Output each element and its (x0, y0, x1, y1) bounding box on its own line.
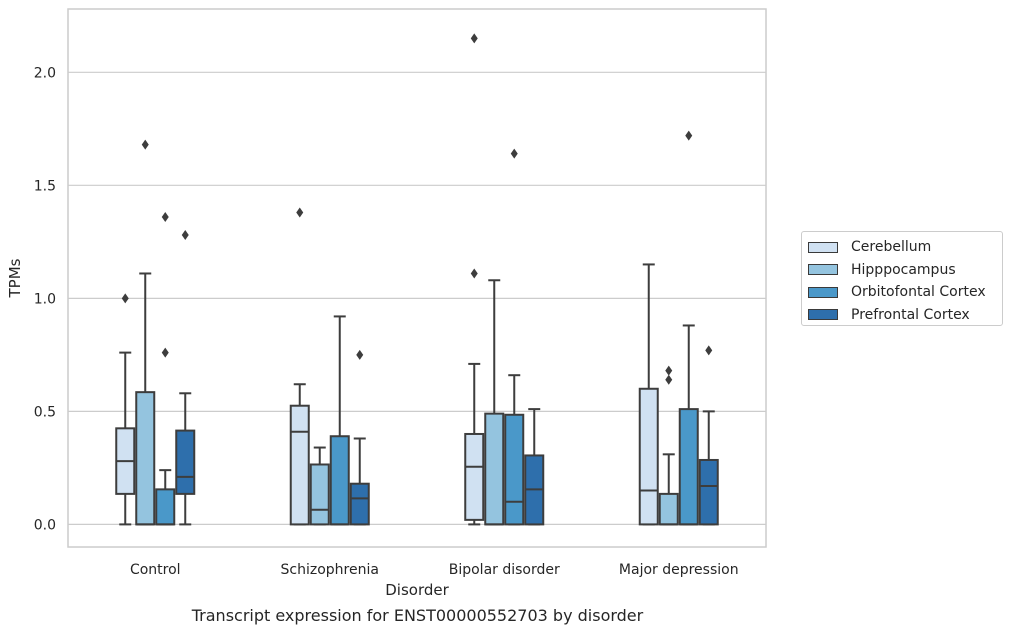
box-body (464, 432, 485, 521)
box-cerebellum (289, 207, 310, 526)
box-body (309, 463, 330, 526)
box-body (135, 391, 156, 526)
legend: Cerebellum Hipppocampus Orbitofontal Corte… (801, 231, 1003, 326)
grid-lines (68, 71, 766, 525)
legend-item: Cerebellum (808, 236, 1002, 259)
boxes (115, 33, 719, 526)
legend-swatch (808, 286, 838, 298)
box-prefrontal-cortex (175, 230, 196, 526)
legend-label: Prefrontal Cortex (851, 306, 970, 323)
plot-frame (67, 8, 767, 548)
y-tick-label: 1.0 (34, 291, 56, 307)
legend-swatch (808, 309, 838, 321)
box-orbitofontal-cortex (329, 315, 350, 526)
box-cerebellum (638, 263, 659, 526)
x-tick-label: Schizophrenia (281, 562, 379, 578)
x-axis-label: Disorder (385, 581, 449, 599)
outlier-point (296, 207, 304, 218)
y-axis-label: TPMs (6, 258, 24, 298)
x-tick-label: Bipolar disorder (449, 562, 560, 578)
legend-swatch (808, 241, 838, 253)
outlier-point (510, 148, 518, 159)
outlier-point (665, 374, 673, 385)
outlier-point (121, 293, 129, 304)
legend-label: Hipppocampus (851, 261, 956, 278)
box-prefrontal-cortex (349, 349, 370, 526)
box-body (504, 413, 525, 526)
box-body (175, 429, 196, 495)
x-tick-labels: Control Schizophrenia Bipolar disorder Majo… (130, 562, 739, 578)
box-body (329, 435, 350, 526)
box-body (484, 412, 505, 526)
box-prefrontal-cortex (698, 345, 719, 526)
box-hipppocampus (658, 365, 679, 526)
outlier-point (181, 230, 189, 241)
box-body (155, 488, 176, 526)
y-tick-label: 2.0 (34, 65, 56, 81)
outlier-point (161, 347, 169, 358)
box-body (638, 387, 659, 526)
box-orbitofontal-cortex (504, 148, 525, 526)
outlier-point (705, 345, 713, 356)
outlier-point (141, 139, 149, 150)
box-cerebellum (115, 293, 136, 526)
box-body (658, 492, 679, 526)
box-body (698, 458, 719, 526)
legend-item: Prefrontal Cortex (808, 304, 1002, 327)
box-orbitofontal-cortex (678, 130, 699, 526)
outlier-point (356, 349, 364, 360)
outlier-point (685, 130, 693, 141)
outlier-point (470, 33, 478, 44)
box-prefrontal-cortex (524, 408, 545, 526)
legend-swatch (808, 264, 838, 276)
box-orbitofontal-cortex (155, 211, 176, 526)
outlier-point (161, 211, 169, 222)
y-tick-label: 0.0 (34, 517, 56, 533)
box-hipppocampus (135, 139, 156, 526)
x-tick-label: Major depression (619, 562, 739, 578)
box-body (678, 408, 699, 526)
y-tick-label: 1.5 (34, 178, 56, 194)
legend-label: Orbitofontal Cortex (851, 284, 986, 301)
y-tick-label: 0.5 (34, 404, 56, 420)
box-body (289, 404, 310, 526)
legend-item: Hipppocampus (808, 259, 1002, 282)
figure-caption: Transcript expression for ENST0000055270… (191, 606, 644, 625)
legend-label: Cerebellum (851, 239, 932, 256)
box-hipppocampus (309, 446, 330, 526)
outlier-point (470, 268, 478, 279)
x-tick-label: Control (130, 562, 181, 578)
y-tick-labels: 0.0 0.5 1.0 1.5 2.0 (34, 65, 56, 533)
outlier-point (665, 365, 673, 376)
box-cerebellum (464, 33, 485, 526)
box-hipppocampus (484, 279, 505, 526)
box-body (349, 482, 370, 526)
legend-item: Orbitofontal Cortex (808, 281, 1002, 304)
